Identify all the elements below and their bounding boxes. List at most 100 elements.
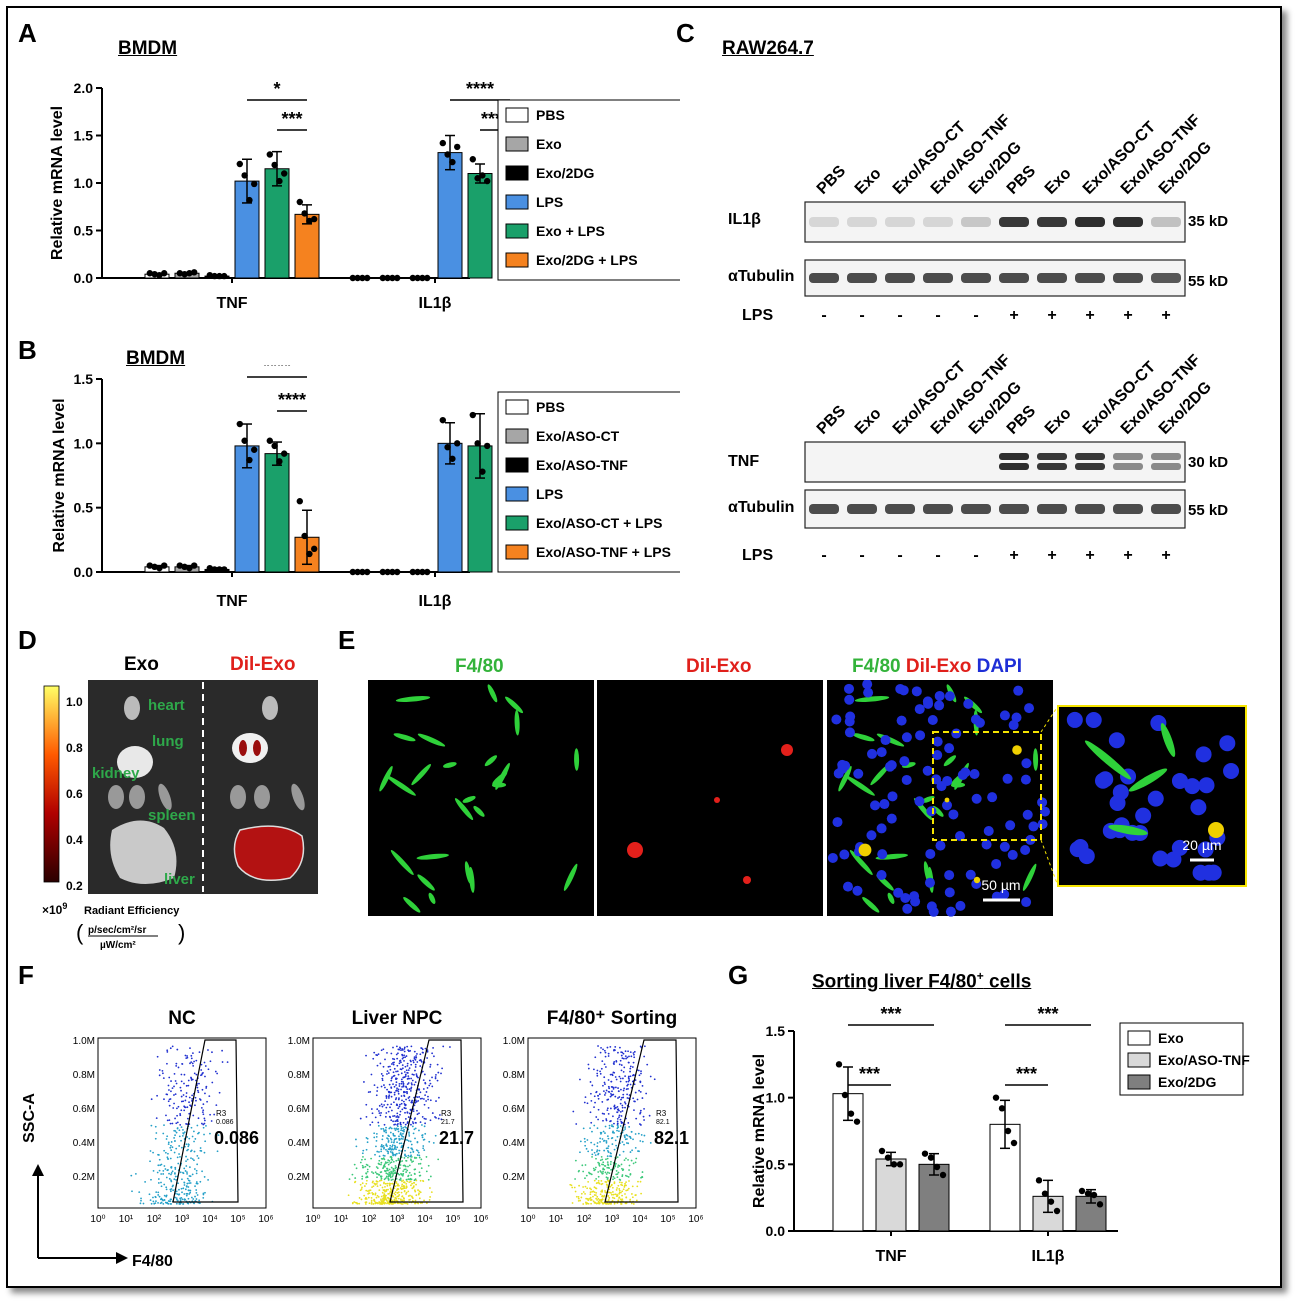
dapi-nucleus-zoom [1152, 850, 1169, 867]
flow-event [205, 1085, 208, 1088]
tubulin1-band [923, 273, 953, 283]
il1b-kd: 35 kD [1188, 213, 1228, 230]
flow-event [221, 1061, 224, 1063]
flow-ytick: 0.2M [503, 1172, 525, 1183]
flow-event [164, 1168, 167, 1170]
data-point [884, 1154, 892, 1161]
flow-event [144, 1181, 147, 1183]
flow-event [408, 1164, 411, 1167]
flow-event [186, 1149, 188, 1152]
flow-event [603, 1113, 606, 1115]
flow-event [635, 1117, 638, 1120]
flow-event [415, 1074, 418, 1077]
tubulin2-band [885, 504, 915, 514]
flow-event [423, 1103, 426, 1106]
flow-event [364, 1203, 367, 1205]
flow-event [620, 1054, 623, 1057]
flow-event [390, 1148, 393, 1151]
flow-event [195, 1073, 198, 1076]
panel-d-col-dilexo: Dil-Exo [230, 654, 296, 675]
tnf-label: TNF [728, 453, 759, 470]
flow-event [160, 1185, 163, 1188]
flow-event [632, 1138, 634, 1141]
flow-event [163, 1098, 165, 1101]
flow-event [574, 1178, 577, 1180]
flow-event [190, 1126, 193, 1129]
flow-event [374, 1171, 377, 1174]
lps-sign: - [935, 547, 940, 564]
flow-event [380, 1049, 383, 1052]
flow-event [204, 1092, 206, 1095]
flow-event [170, 1171, 173, 1174]
flow-event [614, 1046, 617, 1048]
dapi-nucleus [987, 792, 998, 803]
flow-event [587, 1063, 590, 1066]
flow-event [198, 1051, 201, 1053]
flow-event [615, 1106, 617, 1109]
dapi-nucleus-zoom [1108, 732, 1125, 749]
flow-event [594, 1187, 597, 1189]
flow-event [404, 1073, 407, 1076]
flow-event [590, 1100, 593, 1102]
flow-event [387, 1090, 390, 1093]
flow-event [165, 1176, 168, 1179]
flow-event [413, 1181, 416, 1184]
flow-event [362, 1155, 364, 1158]
flow-event [423, 1073, 426, 1076]
flow-event [361, 1182, 364, 1185]
gate-name: R3 [656, 1109, 667, 1118]
flow-event [391, 1200, 394, 1202]
flow-event [409, 1049, 412, 1052]
flow-event [172, 1107, 175, 1109]
flow-event [160, 1181, 162, 1184]
flow-event [379, 1184, 382, 1187]
flow-event [622, 1089, 625, 1092]
flow-event [210, 1120, 213, 1122]
flow-event [162, 1132, 165, 1135]
flow-event [428, 1084, 431, 1087]
data-point [389, 568, 396, 576]
data-point [394, 274, 401, 282]
flow-event [168, 1076, 171, 1079]
flow-event [364, 1201, 367, 1204]
flow-event [385, 1175, 388, 1178]
flow-event [417, 1162, 420, 1165]
flow-event [189, 1191, 192, 1194]
ivis-image: 1.00.80.60.40.2heartlungkidneyspleenlive… [42, 680, 318, 950]
flow-event [434, 1116, 436, 1118]
flow-event [425, 1202, 428, 1205]
data-point [296, 198, 303, 206]
flow-event [630, 1130, 633, 1133]
flow-event [632, 1052, 635, 1054]
flow-event [392, 1046, 394, 1049]
flow-event [163, 1165, 166, 1167]
flow-event [405, 1055, 408, 1057]
flow-event [406, 1072, 409, 1074]
flow-event [365, 1189, 368, 1192]
flow-event [175, 1131, 178, 1134]
flow-event [380, 1177, 383, 1180]
flow-event [187, 1197, 190, 1200]
flow-event [400, 1082, 403, 1085]
flow-event [617, 1166, 619, 1168]
panel-e-ch2-label: Dil-Exo [686, 656, 752, 677]
flow-event [621, 1198, 624, 1201]
flow-event [635, 1194, 637, 1196]
lps-sign: + [1047, 307, 1056, 324]
f480-arrow [116, 1252, 128, 1264]
flow-event [400, 1127, 403, 1130]
flow-event [402, 1173, 404, 1176]
flow-event [401, 1199, 404, 1202]
lps-sign: + [1161, 547, 1170, 564]
flow-event [376, 1150, 379, 1153]
panel-label-a: A [18, 18, 37, 48]
tnf-band [1075, 463, 1105, 470]
flow-event [625, 1189, 628, 1192]
flow-event [387, 1150, 390, 1153]
flow-event [202, 1192, 205, 1195]
flow-event [370, 1108, 373, 1110]
flow-event [385, 1131, 388, 1134]
flow-event [401, 1108, 404, 1111]
flow-event [390, 1127, 393, 1130]
flow-event [621, 1181, 623, 1184]
